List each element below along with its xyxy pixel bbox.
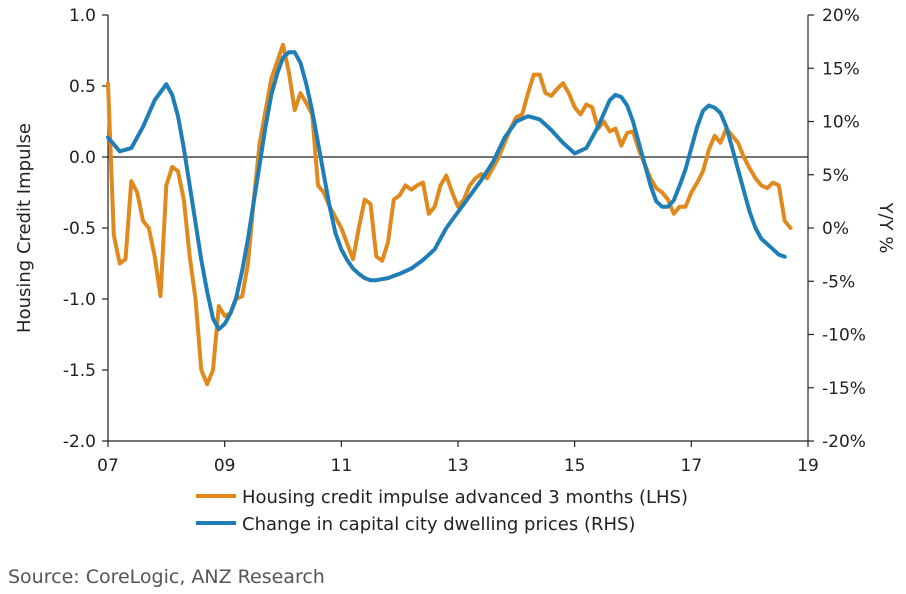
series-layer — [106, 42, 793, 387]
y-tick-label-right: -10% — [822, 326, 866, 346]
y-tick-label-right: 0% — [822, 219, 849, 239]
y-tick-label-left: -2.0 — [63, 432, 96, 452]
y-axis-left: 1.0 0.5 0.0 -0.5 -1.0 -1.5 -2.0 — [63, 6, 109, 452]
y-tick-label-right: -20% — [822, 432, 866, 452]
y-tick-label-left: 0.5 — [69, 77, 96, 97]
x-tick-label: 17 — [681, 456, 703, 476]
y-tick-label-right: 5% — [822, 166, 849, 186]
x-tick-label: 13 — [447, 456, 469, 476]
y-axis-right: 20% 15% 10% 5% 0% -5% -10% -15% -20% — [807, 6, 866, 452]
y-axis-title-right: Y/Y % — [875, 202, 896, 254]
series-line-dwelling-prices — [106, 50, 787, 332]
y-tick-label-right: 10% — [822, 113, 860, 133]
legend-label-prices: Change in capital city dwelling prices (… — [242, 514, 635, 535]
y-tick-label-right: 20% — [822, 6, 860, 26]
x-tick-label: 19 — [797, 456, 819, 476]
y-tick-label-left: -0.5 — [63, 219, 96, 239]
y-tick-label-left: -1.0 — [63, 290, 96, 310]
x-tick-label: 07 — [97, 456, 119, 476]
y-tick-label-left: 1.0 — [69, 6, 96, 26]
source-note: Source: CoreLogic, ANZ Research — [8, 566, 325, 588]
x-tick-label: 11 — [331, 456, 353, 476]
y-tick-label-right: 15% — [822, 59, 860, 79]
y-tick-label-left: 0.0 — [69, 148, 96, 168]
series-line-credit-impulse — [106, 42, 793, 387]
legend-label-credit: Housing credit impulse advanced 3 months… — [242, 487, 688, 508]
y-tick-label-left: -1.5 — [63, 361, 96, 381]
x-tick-label: 09 — [214, 456, 236, 476]
x-tick-label: 15 — [564, 456, 586, 476]
legend: Housing credit impulse advanced 3 months… — [196, 487, 688, 535]
y-tick-label-right: -15% — [822, 379, 866, 399]
y-tick-label-right: -5% — [822, 272, 855, 292]
y-axis-title-left: Housing Credit Impulse — [14, 123, 35, 333]
x-axis: 07 09 11 13 15 17 19 — [97, 440, 819, 476]
